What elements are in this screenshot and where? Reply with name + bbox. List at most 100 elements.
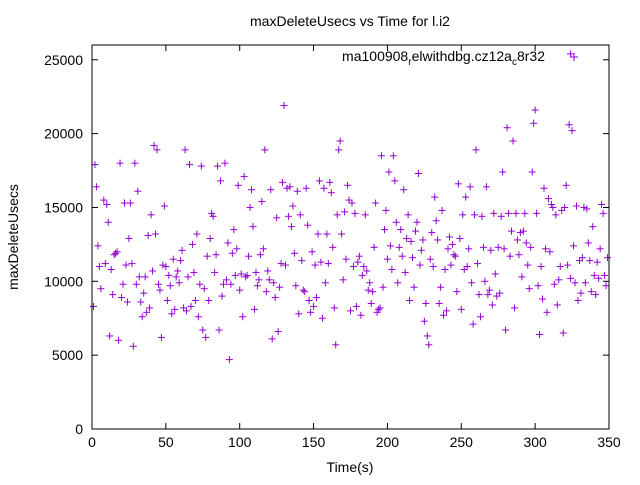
data-point [249, 223, 257, 231]
data-point [276, 283, 284, 291]
data-point [203, 252, 211, 260]
data-point [601, 271, 609, 279]
data-point [593, 258, 601, 266]
data-point [370, 243, 378, 251]
data-point [602, 282, 610, 290]
data-point [202, 333, 210, 341]
data-point [112, 249, 120, 257]
data-point [234, 181, 242, 189]
data-point [510, 304, 518, 312]
data-point [382, 206, 390, 214]
legend-label-mid1: elwithdbg.cz12a [412, 48, 513, 64]
data-point [530, 119, 538, 127]
data-point [423, 332, 431, 340]
data-point [265, 276, 273, 284]
data-point [119, 280, 127, 288]
data-point [567, 50, 575, 58]
data-point [118, 294, 126, 302]
data-point [575, 257, 583, 265]
data-point [159, 261, 167, 269]
data-point [445, 233, 453, 241]
data-point [409, 254, 417, 262]
data-point [231, 271, 239, 279]
data-point [236, 286, 244, 294]
data-point [277, 260, 285, 268]
data-point [460, 265, 468, 273]
data-point [468, 279, 476, 287]
data-point [463, 263, 471, 271]
data-point [367, 299, 375, 307]
data-point [219, 280, 227, 288]
axis-ticks: 0 50 100 150 200 250 300 350 0 5000 10000 15000 2000… [44, 45, 621, 450]
data-point [380, 226, 388, 234]
data-point [512, 209, 520, 217]
data-point [230, 226, 238, 234]
data-point [214, 162, 222, 170]
data-point [386, 242, 394, 250]
data-point [471, 211, 479, 219]
data-point [329, 243, 337, 251]
data-point [589, 223, 597, 231]
data-point [144, 232, 152, 240]
data-point [311, 261, 319, 269]
data-point [447, 261, 455, 269]
data-point [180, 304, 188, 312]
data-point [407, 237, 415, 245]
data-point [410, 283, 418, 291]
data-point [137, 298, 145, 306]
data-point [242, 273, 250, 281]
data-point [392, 218, 400, 226]
data-point [134, 187, 142, 195]
y-tick-label: 20000 [44, 126, 83, 142]
data-point [246, 203, 254, 211]
data-point [187, 302, 195, 310]
data-point [113, 248, 121, 256]
data-point [454, 180, 462, 188]
data-point [453, 288, 461, 296]
data-point [413, 218, 421, 226]
data-point [259, 245, 267, 253]
data-point [385, 168, 393, 176]
y-tick-label: 25000 [44, 52, 83, 68]
data-point [457, 305, 465, 313]
legend-label-sub1: r [408, 57, 412, 68]
data-point [373, 308, 381, 316]
data-point [400, 186, 408, 194]
data-point [389, 152, 397, 160]
data-point [521, 209, 529, 217]
data-point [518, 273, 526, 281]
y-tick-label: 0 [75, 421, 83, 437]
data-point [361, 211, 369, 219]
data-point [428, 229, 436, 237]
data-point [313, 294, 321, 302]
data-point [401, 268, 409, 276]
data-point [89, 302, 97, 310]
data-point [586, 257, 594, 265]
data-point [500, 245, 508, 253]
data-point [564, 261, 572, 269]
data-point [598, 201, 606, 209]
data-point [97, 285, 105, 293]
data-point [250, 305, 258, 313]
data-point [571, 279, 579, 287]
data-point [417, 246, 425, 254]
data-point [397, 226, 405, 234]
data-point [444, 245, 452, 253]
data-point [154, 280, 162, 288]
data-point [499, 168, 507, 176]
data-point [456, 234, 464, 242]
data-point [508, 227, 516, 235]
data-point [131, 159, 139, 167]
data-point [107, 265, 115, 273]
data-point [123, 298, 131, 306]
data-point [574, 297, 582, 305]
data-point [513, 236, 521, 244]
data-point [349, 263, 357, 271]
data-point [205, 297, 213, 305]
data-point [320, 184, 328, 192]
y-axis-label: maxDeleteUsecs [5, 184, 21, 290]
data-point [314, 230, 322, 238]
data-point [217, 177, 225, 185]
data-point [488, 301, 496, 309]
